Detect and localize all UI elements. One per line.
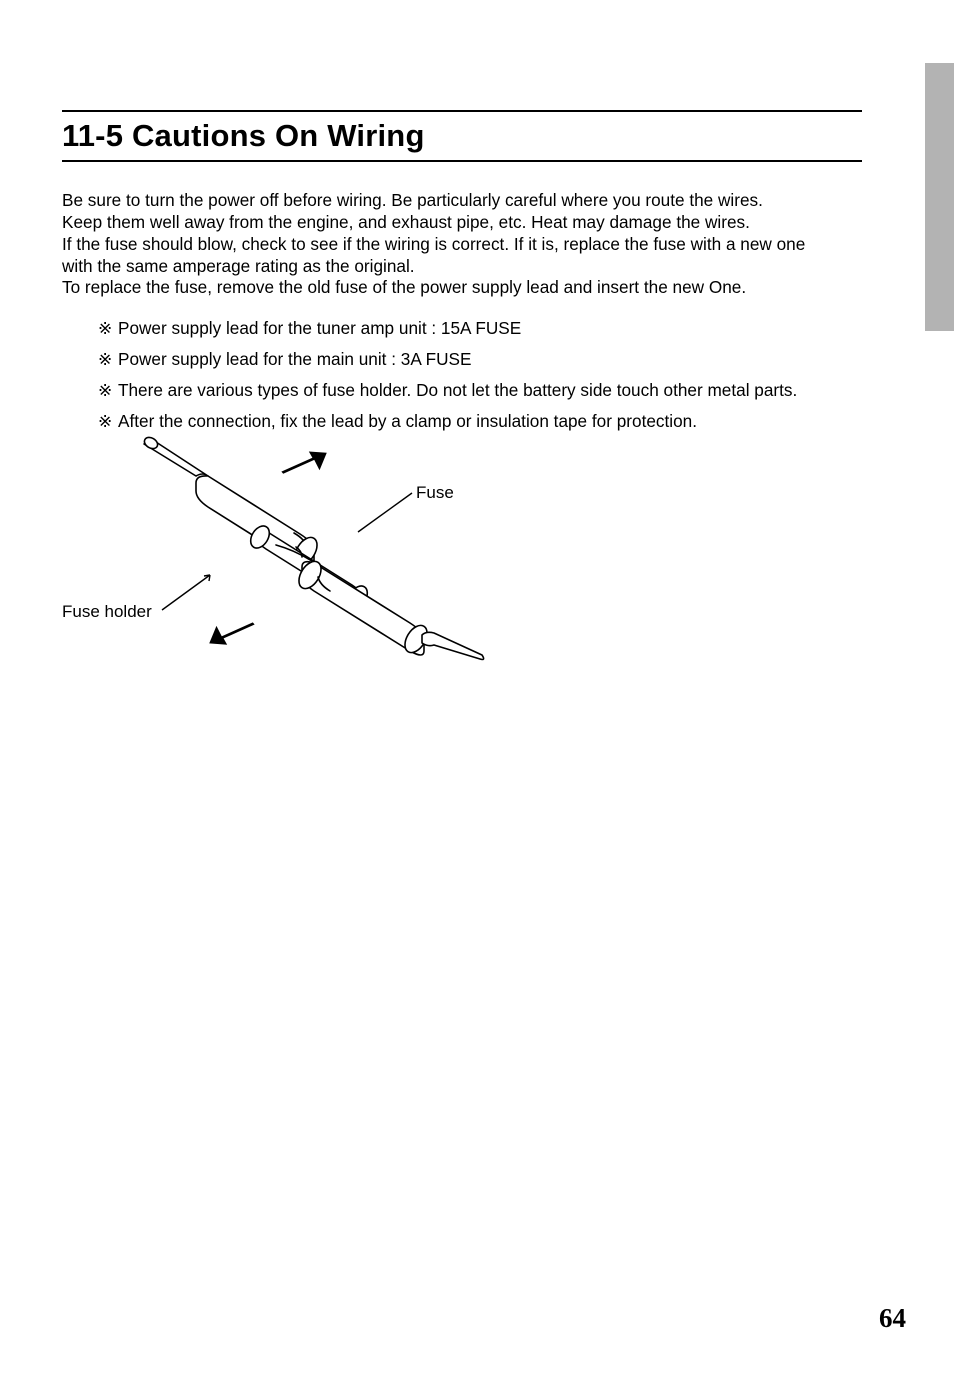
fuse-holder-diagram: [62, 427, 492, 667]
content-area: 11-5 Cautions On Wiring Be sure to turn …: [62, 110, 862, 442]
list-item: ※ Power supply lead for the tuner amp un…: [98, 318, 862, 340]
bullet-text: There are various types of fuse holder. …: [118, 380, 797, 402]
para-line: To replace the fuse, remove the old fuse…: [62, 277, 862, 299]
bullet-mark-icon: ※: [98, 380, 118, 402]
fuse-label: Fuse: [416, 483, 454, 503]
rule-under-heading: [62, 160, 862, 162]
para-line: Be sure to turn the power off before wir…: [62, 190, 862, 212]
intro-paragraph: Be sure to turn the power off before wir…: [62, 190, 862, 299]
page-root: 11-5 Cautions On Wiring Be sure to turn …: [0, 0, 954, 1382]
bullet-list: ※ Power supply lead for the tuner amp un…: [62, 318, 862, 432]
rule-top: [62, 110, 862, 112]
para-line: with the same amperage rating as the ori…: [62, 256, 862, 278]
para-line: If the fuse should blow, check to see if…: [62, 234, 862, 256]
list-item: ※ There are various types of fuse holder…: [98, 380, 862, 402]
para-line: Keep them well away from the engine, and…: [62, 212, 862, 234]
side-tab: [925, 63, 954, 331]
bullet-mark-icon: ※: [98, 318, 118, 340]
section-heading: 11-5 Cautions On Wiring: [62, 118, 862, 160]
page-number: 64: [879, 1303, 906, 1334]
fuse-figure: Fuse Fuse holder: [62, 427, 492, 667]
bullet-text: Power supply lead for the main unit : 3A…: [118, 349, 471, 371]
bullet-mark-icon: ※: [98, 349, 118, 371]
fuse-holder-label: Fuse holder: [62, 602, 152, 622]
bullet-text: Power supply lead for the tuner amp unit…: [118, 318, 521, 340]
list-item: ※ Power supply lead for the main unit : …: [98, 349, 862, 371]
